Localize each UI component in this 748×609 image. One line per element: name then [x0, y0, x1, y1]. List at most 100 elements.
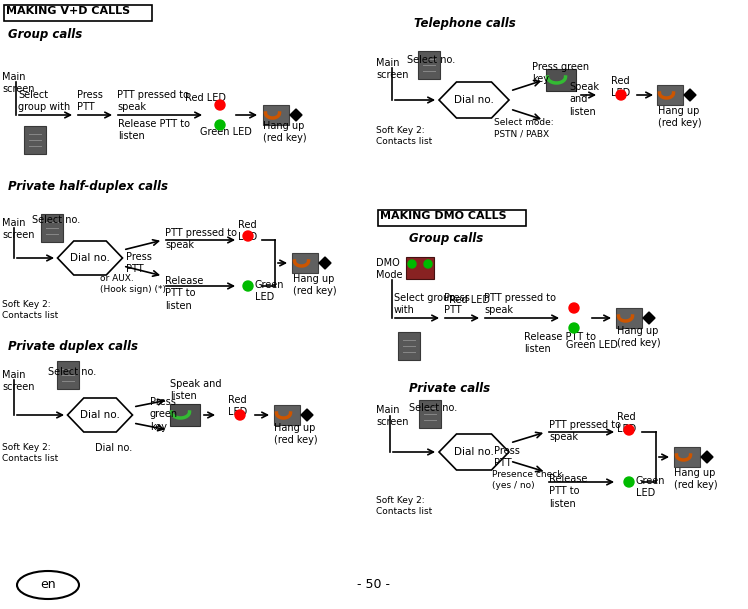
- Text: - 50 -: - 50 -: [358, 579, 390, 591]
- Text: PTT pressed to
speak: PTT pressed to speak: [165, 228, 237, 250]
- Polygon shape: [701, 451, 713, 463]
- Text: Dial no.: Dial no.: [95, 443, 132, 453]
- Text: Press
PTT: Press PTT: [126, 252, 152, 275]
- Text: Presence check
(yes / no): Presence check (yes / no): [492, 470, 562, 490]
- Text: MAKING DMO CALLS: MAKING DMO CALLS: [380, 211, 506, 221]
- Text: Red
LED: Red LED: [238, 220, 257, 242]
- Polygon shape: [439, 434, 509, 470]
- Text: Hang up
(red key): Hang up (red key): [674, 468, 717, 490]
- Polygon shape: [319, 257, 331, 269]
- Text: Hang up
(red key): Hang up (red key): [617, 326, 660, 348]
- Circle shape: [243, 281, 253, 291]
- Text: Press green
key: Press green key: [532, 62, 589, 85]
- Text: Dial no.: Dial no.: [454, 95, 494, 105]
- Text: Green LED: Green LED: [200, 127, 252, 137]
- Text: en: en: [40, 579, 56, 591]
- Text: Soft Key 2:
Contacts list: Soft Key 2: Contacts list: [376, 496, 432, 516]
- Text: Press
green
key: Press green key: [150, 397, 178, 432]
- Polygon shape: [439, 82, 509, 118]
- Text: Press
PTT: Press PTT: [494, 446, 520, 468]
- Text: Press
PTT: Press PTT: [444, 292, 470, 315]
- Text: Red
LED: Red LED: [228, 395, 248, 417]
- FancyBboxPatch shape: [24, 126, 46, 154]
- Text: Release
PTT to
listen: Release PTT to listen: [165, 276, 203, 311]
- Text: Main
screen: Main screen: [2, 218, 34, 241]
- FancyBboxPatch shape: [418, 51, 440, 79]
- Text: Hang up
(red key): Hang up (red key): [658, 106, 702, 128]
- Text: PTT pressed to
speak: PTT pressed to speak: [117, 90, 189, 112]
- Text: Private half-duplex calls: Private half-duplex calls: [8, 180, 168, 193]
- Circle shape: [616, 90, 626, 100]
- Text: Select no.: Select no.: [48, 367, 96, 377]
- Text: Select group
with: Select group with: [394, 292, 456, 315]
- Circle shape: [408, 260, 416, 268]
- Text: Press
PTT: Press PTT: [77, 90, 103, 112]
- Text: Release PTT to
listen: Release PTT to listen: [118, 119, 190, 141]
- FancyBboxPatch shape: [263, 105, 289, 125]
- Text: Red
LED: Red LED: [617, 412, 637, 434]
- Text: Release
PTT to
listen: Release PTT to listen: [549, 474, 587, 509]
- Text: PTT pressed to
speak: PTT pressed to speak: [549, 420, 621, 442]
- Text: Red LED: Red LED: [185, 93, 226, 103]
- Text: Main
screen: Main screen: [376, 58, 408, 80]
- Text: Red
LED: Red LED: [611, 76, 631, 99]
- Text: DMO
Mode: DMO Mode: [376, 258, 402, 280]
- FancyBboxPatch shape: [41, 214, 63, 242]
- Text: Soft Key 2:
Contacts list: Soft Key 2: Contacts list: [376, 126, 432, 146]
- FancyBboxPatch shape: [419, 400, 441, 428]
- Text: Main
screen: Main screen: [2, 370, 34, 392]
- Polygon shape: [643, 312, 655, 324]
- Circle shape: [235, 410, 245, 420]
- FancyBboxPatch shape: [274, 405, 300, 425]
- Text: Private calls: Private calls: [409, 382, 490, 395]
- FancyBboxPatch shape: [57, 361, 79, 389]
- Polygon shape: [290, 109, 302, 121]
- FancyBboxPatch shape: [657, 85, 683, 105]
- Polygon shape: [58, 241, 123, 275]
- Text: Group calls: Group calls: [8, 28, 82, 41]
- FancyBboxPatch shape: [546, 69, 576, 91]
- Text: Green
LED: Green LED: [636, 476, 666, 498]
- Circle shape: [243, 231, 253, 241]
- Text: Main
screen: Main screen: [2, 72, 34, 94]
- Text: MAKING V+D CALLS: MAKING V+D CALLS: [6, 6, 130, 16]
- Circle shape: [569, 303, 579, 313]
- Text: Green LED: Green LED: [566, 340, 618, 350]
- FancyBboxPatch shape: [406, 257, 434, 279]
- Text: Release PTT to
listen: Release PTT to listen: [524, 332, 596, 354]
- Text: Select no.: Select no.: [32, 215, 80, 225]
- Text: Group calls: Group calls: [409, 232, 483, 245]
- Circle shape: [215, 100, 225, 110]
- Ellipse shape: [17, 571, 79, 599]
- Text: Select no.: Select no.: [407, 55, 456, 65]
- Text: Main
screen: Main screen: [376, 405, 408, 428]
- Polygon shape: [301, 409, 313, 421]
- Text: Hang up
(red key): Hang up (red key): [263, 121, 307, 143]
- Circle shape: [624, 477, 634, 487]
- Text: Dial no.: Dial no.: [454, 447, 494, 457]
- FancyBboxPatch shape: [170, 404, 200, 426]
- Text: Select no.: Select no.: [409, 403, 457, 413]
- Text: Hang up
(red key): Hang up (red key): [274, 423, 318, 445]
- Circle shape: [624, 425, 634, 435]
- Text: Telephone calls: Telephone calls: [414, 17, 516, 30]
- Text: Hang up
(red key): Hang up (red key): [293, 274, 337, 297]
- Text: Red LED: Red LED: [449, 295, 490, 305]
- Circle shape: [215, 120, 225, 130]
- Circle shape: [424, 260, 432, 268]
- Text: PTT pressed to
speak: PTT pressed to speak: [484, 292, 556, 315]
- FancyBboxPatch shape: [292, 253, 318, 273]
- Text: Speak
and
listen: Speak and listen: [569, 82, 599, 117]
- Text: Soft Key 2:
Contacts list: Soft Key 2: Contacts list: [2, 443, 58, 463]
- Text: Dial no.: Dial no.: [70, 253, 110, 263]
- FancyBboxPatch shape: [616, 308, 642, 328]
- Polygon shape: [684, 89, 696, 101]
- Polygon shape: [67, 398, 132, 432]
- Text: Select mode:
PSTN / PABX: Select mode: PSTN / PABX: [494, 118, 554, 138]
- Text: Private duplex calls: Private duplex calls: [8, 340, 138, 353]
- FancyBboxPatch shape: [674, 447, 700, 467]
- Circle shape: [569, 323, 579, 333]
- Text: Green
LED: Green LED: [255, 280, 284, 303]
- Text: or AUX.
(Hook sign) (*): or AUX. (Hook sign) (*): [100, 274, 166, 294]
- Text: Dial no.: Dial no.: [80, 410, 120, 420]
